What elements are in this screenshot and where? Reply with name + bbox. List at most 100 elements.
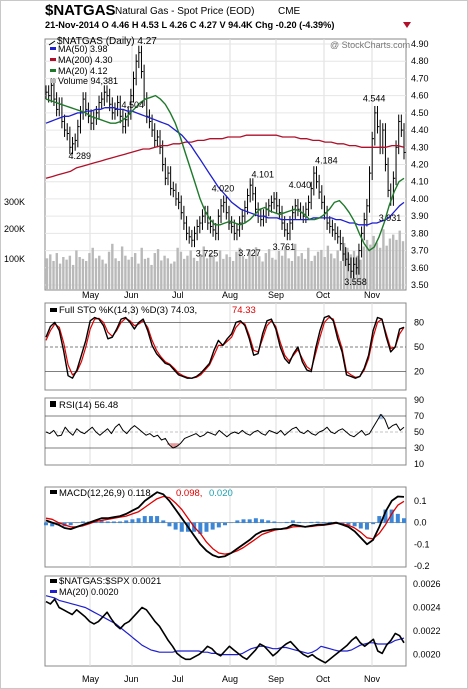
macd-histogram-bar <box>389 509 394 524</box>
macd-legend-swatch <box>50 490 57 494</box>
macd-histogram-bar <box>377 516 382 524</box>
price-tick-8: 4.10 <box>411 177 429 187</box>
macd-histogram-bar <box>179 522 184 532</box>
watermark: @ StockCharts.com <box>330 40 410 50</box>
volume-bar <box>303 258 307 290</box>
macd-histogram-bar <box>358 522 363 529</box>
price-tick-2: 4.70 <box>411 73 429 83</box>
rsi-tick-3: 30 <box>414 443 424 453</box>
price-tick-12: 3.70 <box>411 246 429 256</box>
series-layer: 4.504 4.289 4.020 4.101 4.040 4.184 3.725 3.727… <box>44 45 406 664</box>
macd-signal-line <box>45 495 405 555</box>
month-label-1-1: Jun <box>124 674 139 684</box>
volume-bar <box>264 253 268 290</box>
volume-bar <box>199 254 202 290</box>
volume-bar <box>382 229 385 290</box>
macd-panel <box>44 486 407 568</box>
macd-histogram-bar <box>155 516 160 524</box>
rsi-tick-2: 50 <box>414 427 424 437</box>
macd-histogram-bar <box>253 518 258 524</box>
volume-bar <box>65 259 68 290</box>
tick-labels: 4.90 4.80 4.70 4.60 4.50 4.40 4.30 4.20 4.10 4.00… <box>4 39 441 684</box>
ma200-line <box>45 134 405 179</box>
volume-bar <box>111 243 114 290</box>
macd-histogram-bar <box>241 519 246 524</box>
volume-bar <box>238 247 241 290</box>
sto-tick-2: 20 <box>414 367 424 377</box>
volume-bar <box>280 255 284 290</box>
macd-tick-1: 0.0 <box>414 518 427 528</box>
volume-bar <box>287 258 290 290</box>
price-annotation-8: 3.761 <box>273 242 296 252</box>
sto-tick-1: 50 <box>414 342 424 352</box>
macd-histogram-bar <box>364 522 369 530</box>
ma20-line <box>45 94 405 252</box>
volume-bar <box>307 247 310 290</box>
volume-bar <box>333 258 336 290</box>
volume-bar <box>104 263 107 290</box>
price-tick-10: 3.90 <box>411 211 429 221</box>
volume-bar <box>140 247 143 290</box>
ma50-legend-swatch <box>50 47 56 50</box>
macd-histogram-bar <box>315 521 320 524</box>
volume-bar <box>127 259 130 290</box>
month-label-0-3: Aug <box>222 290 238 300</box>
ratio-panel-title: $NATGAS:$SPX 0.0021 <box>59 576 161 587</box>
volume-bar <box>62 257 65 290</box>
price-annotation-3: 4.101 <box>251 170 274 180</box>
volume-bar <box>143 258 147 290</box>
volume-tick-2: 100K <box>4 254 25 264</box>
volume-bar <box>261 261 264 290</box>
volume-bar <box>294 243 297 290</box>
volume-bar <box>101 259 104 290</box>
exchange-label: CME <box>278 6 301 17</box>
volume-bar <box>130 257 134 290</box>
rsi-legend-swatch <box>50 401 56 407</box>
volume-bar <box>133 253 137 290</box>
macd-tick-2: -0.1 <box>414 539 430 549</box>
macd-histogram-bar <box>352 522 357 527</box>
macd-histogram-bar <box>44 522 48 526</box>
ma20-legend-swatch <box>50 69 56 72</box>
sto-tick-0: 80 <box>414 317 424 327</box>
volume-bar <box>78 257 81 290</box>
rsi-tick-4: 10 <box>414 459 424 469</box>
volume-bar <box>336 250 339 290</box>
stochastics-panel <box>44 302 407 391</box>
volume-bar <box>156 249 160 290</box>
macd-histogram-bar <box>303 522 308 524</box>
volume-bar <box>120 246 124 290</box>
volume-bar <box>52 260 55 290</box>
ratio-tick-1: 0.0024 <box>413 602 441 612</box>
price-annotation-11: 3.558 <box>344 277 367 287</box>
price-tick-6: 4.30 <box>411 142 429 152</box>
volume-bar <box>176 247 179 290</box>
volume-bar <box>228 257 232 290</box>
price-annotation-5: 4.184 <box>315 155 338 165</box>
volume-bar <box>274 259 277 290</box>
volume-bar <box>329 253 333 290</box>
volume-bar <box>401 241 405 290</box>
volume-bar <box>55 253 58 290</box>
month-label-0-0: May <box>82 290 100 300</box>
macd-histogram-bar <box>290 520 295 524</box>
ma200-legend: MA(200) 4.30 <box>58 55 113 65</box>
volume-bar <box>372 235 375 290</box>
volume-bar <box>114 258 117 290</box>
volume-bar <box>271 257 274 290</box>
price-tick-5: 4.40 <box>411 125 429 135</box>
price-annotation-6: 3.725 <box>196 248 219 258</box>
ratio-panel <box>44 575 407 667</box>
volume-bar <box>245 258 248 290</box>
price-annotation-0: 4.504 <box>122 100 145 110</box>
volume-bar <box>313 255 317 290</box>
volume-bar <box>75 250 78 290</box>
price-panel-title: $NATGAS (Daily) 4.27 <box>57 36 157 47</box>
volume-legend: Volume 94,381 <box>58 76 118 86</box>
symbol-title: $NATGAS <box>45 2 116 19</box>
rsi-panel <box>44 397 407 466</box>
macd-histogram-bar <box>371 522 376 525</box>
ratio-tick-2: 0.0022 <box>413 626 441 636</box>
price-annotation-4: 4.040 <box>289 180 312 190</box>
volume-bar <box>179 251 183 290</box>
